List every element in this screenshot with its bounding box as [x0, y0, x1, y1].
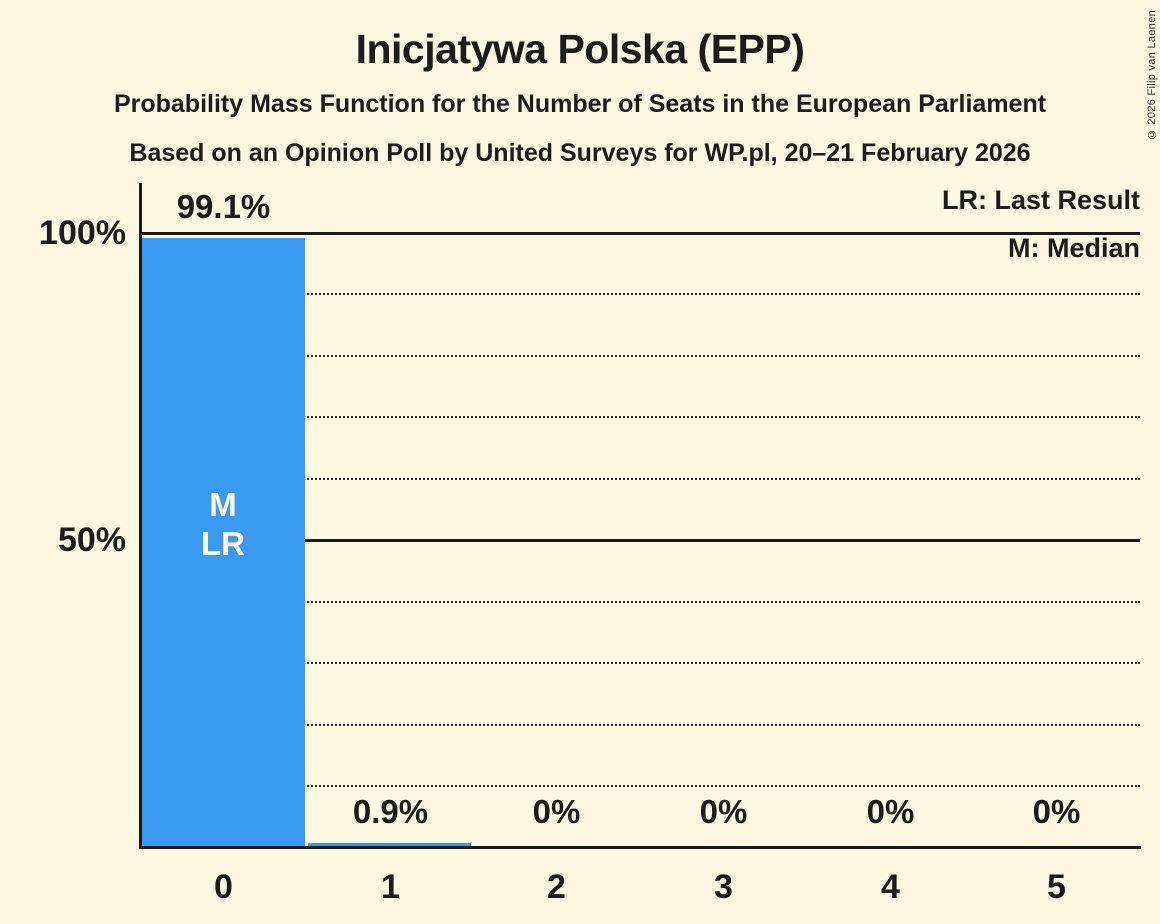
plot-area — [140, 232, 1140, 848]
bar-value-label-1: 0.9% — [352, 793, 429, 830]
x-axis-tick-0: 0 — [214, 868, 233, 906]
bar-seats-0 — [141, 237, 305, 848]
gridline-60 — [140, 478, 1140, 480]
gridline-10 — [140, 785, 1140, 787]
bar-value-label-5: 0% — [1032, 793, 1081, 830]
chart-subtitle: Probability Mass Function for the Number… — [113, 90, 1047, 118]
legend-last-result: LR: Last Result — [941, 185, 1140, 215]
x-axis-tick-5: 5 — [1047, 868, 1066, 906]
gridline-20 — [140, 724, 1140, 726]
chart-source-line: Based on an Opinion Poll by United Surve… — [129, 139, 1031, 167]
x-axis-tick-3: 3 — [714, 868, 733, 906]
bar-0-median-lastresult-marker: M LR — [140, 485, 306, 563]
x-axis-line — [139, 846, 1141, 849]
gridline-30 — [140, 662, 1140, 664]
y-axis-tick-100: 100% — [39, 214, 126, 252]
x-axis-tick-1: 1 — [381, 868, 400, 906]
y-axis-tick-50: 50% — [57, 521, 126, 559]
bar-value-label-4: 0% — [866, 793, 915, 830]
bar-seats-1 — [308, 842, 471, 848]
y-axis-line — [139, 183, 142, 848]
bar-value-label-3: 0% — [699, 793, 748, 830]
median-marker-label: M — [209, 486, 237, 523]
gridline-100 — [140, 232, 1140, 235]
gridline-80 — [140, 355, 1140, 357]
copyright-notice: © 2026 Filip van Laenen — [1146, 10, 1158, 141]
bar-value-label-0: 99.1% — [176, 188, 271, 225]
gridline-90 — [140, 293, 1140, 295]
x-axis-tick-4: 4 — [881, 868, 900, 906]
x-axis-tick-2: 2 — [547, 868, 566, 906]
legend-median: M: Median — [1008, 233, 1140, 263]
bar-value-label-2: 0% — [532, 793, 581, 830]
page-title: Inicjatywa Polska (EPP) — [355, 26, 805, 72]
gridline-40 — [140, 601, 1140, 603]
last-result-marker-label: LR — [201, 525, 245, 562]
gridline-50 — [140, 539, 1140, 542]
gridline-70 — [140, 416, 1140, 418]
